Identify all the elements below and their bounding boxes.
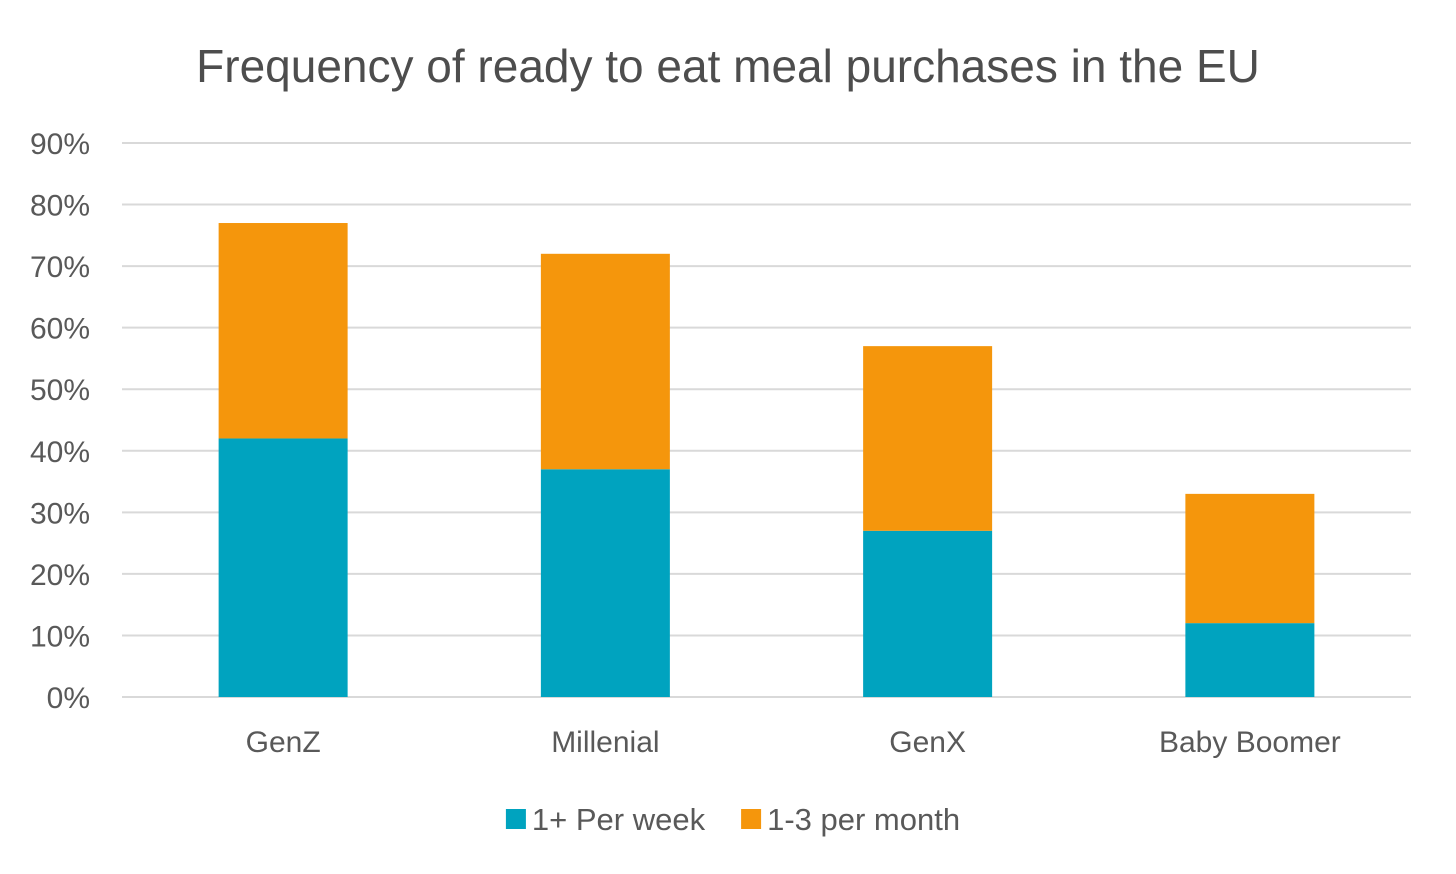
legend-label: 1+ Per week xyxy=(532,802,706,837)
y-tick-label: 20% xyxy=(30,559,90,592)
x-tick-label: Baby Boomer xyxy=(1159,726,1341,759)
bar-segment xyxy=(863,530,993,697)
legend: 1+ Per week 1-3 per month xyxy=(505,802,960,837)
y-tick-label: 0% xyxy=(47,682,90,715)
y-axis-ticks: 0% 10% 20% 30% 40% 50% 60% 70% 80% 90% xyxy=(30,128,90,715)
y-tick-label: 50% xyxy=(30,374,90,407)
bar-segment xyxy=(540,469,670,697)
y-tick-label: 80% xyxy=(30,190,90,223)
y-tick-label: 10% xyxy=(30,620,90,653)
legend-swatch xyxy=(505,809,526,829)
y-tick-label: 30% xyxy=(30,497,90,530)
y-tick-label: 70% xyxy=(30,251,90,284)
bar-segment xyxy=(1185,493,1315,624)
chart-title: Frequency of ready to eat meal purchases… xyxy=(196,40,1260,92)
y-tick-label: 90% xyxy=(30,128,90,161)
legend-label: 1-3 per month xyxy=(767,802,960,837)
x-tick-label: GenX xyxy=(889,726,966,759)
y-tick-label: 60% xyxy=(30,313,90,346)
y-tick-label: 40% xyxy=(30,436,90,469)
bar-segment xyxy=(863,346,993,531)
x-tick-label: GenZ xyxy=(246,726,321,759)
x-axis-categories: GenZ Millenial GenX Baby Boomer xyxy=(246,726,1341,759)
x-tick-label: Millenial xyxy=(551,726,659,759)
bars xyxy=(218,223,1315,697)
bar-segment xyxy=(540,253,670,470)
bar-segment xyxy=(1185,623,1315,697)
bar-segment xyxy=(218,438,348,697)
legend-swatch xyxy=(741,809,762,829)
bar-segment xyxy=(218,223,348,439)
